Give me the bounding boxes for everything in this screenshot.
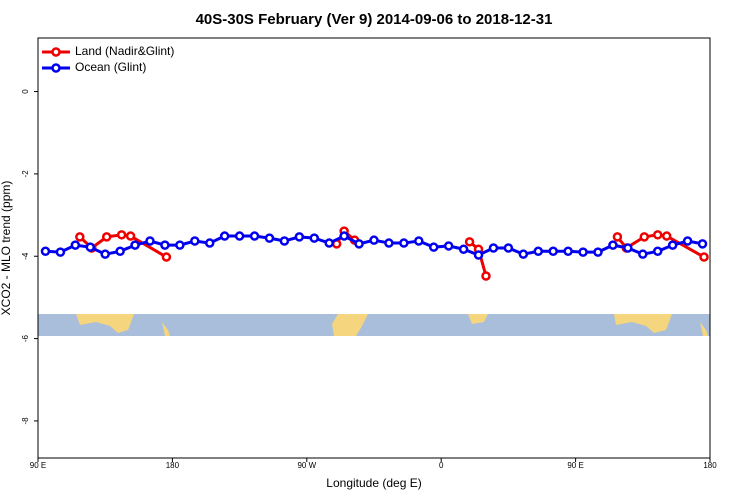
y-tick-label: 0 xyxy=(21,89,30,94)
data-point xyxy=(249,231,260,241)
data-point xyxy=(458,244,469,254)
y-tick-label: -2 xyxy=(21,170,30,178)
data-point xyxy=(563,246,573,257)
data-point xyxy=(190,236,200,246)
data-point xyxy=(414,236,424,246)
plot-frame xyxy=(37,37,711,459)
data-point xyxy=(204,238,215,248)
data-point xyxy=(100,249,110,259)
data-point xyxy=(533,246,544,257)
data-point xyxy=(161,252,172,262)
legend-label: Land (Nadir&Glint) xyxy=(75,44,174,58)
y-axis-label: XCO2 - MLO trend (ppm) xyxy=(0,181,13,316)
legend-label: Ocean (Glint) xyxy=(75,60,146,74)
data-point xyxy=(464,237,475,247)
data-point xyxy=(399,238,409,248)
x-tick-label: 90 E xyxy=(30,461,46,470)
data-point xyxy=(145,236,155,246)
series-line xyxy=(78,228,705,277)
data-point xyxy=(234,231,245,241)
data-point xyxy=(481,271,491,281)
data-point xyxy=(369,235,379,245)
map-band xyxy=(38,314,710,336)
legend-marker xyxy=(51,63,61,73)
data-point xyxy=(324,238,334,248)
data-point xyxy=(608,240,618,250)
data-point xyxy=(70,240,81,250)
y-tick-label: -4 xyxy=(21,252,30,260)
legend-marker xyxy=(51,47,61,57)
x-tick-label: 180 xyxy=(703,461,717,470)
data-point xyxy=(652,246,663,257)
x-tick-label: 90 E xyxy=(567,461,583,470)
x-tick-label: 0 xyxy=(439,461,444,470)
data-point xyxy=(682,236,693,246)
map-land xyxy=(162,322,170,336)
data-point xyxy=(309,233,320,243)
data-point xyxy=(612,232,623,242)
data-point xyxy=(354,239,364,249)
data-point xyxy=(488,243,499,253)
data-point xyxy=(175,240,185,250)
data-point xyxy=(75,232,85,242)
data-point xyxy=(638,249,648,259)
data-point xyxy=(130,240,140,250)
y-tick-label: -8 xyxy=(21,417,30,425)
data-point xyxy=(160,240,170,250)
data-point xyxy=(593,247,603,257)
data-point xyxy=(697,239,708,249)
data-point xyxy=(85,242,96,252)
data-point xyxy=(339,231,349,241)
data-point xyxy=(667,240,678,250)
data-point xyxy=(116,230,127,240)
x-axis-label: Longitude (deg E) xyxy=(326,476,421,490)
map-land xyxy=(700,322,708,336)
data-point xyxy=(443,241,454,251)
data-point xyxy=(40,246,51,257)
data-point xyxy=(294,232,305,242)
data-point xyxy=(264,233,275,243)
data-point xyxy=(115,246,125,257)
map-land xyxy=(468,314,488,324)
map-ocean xyxy=(38,314,710,336)
map-land xyxy=(332,314,368,336)
data-point xyxy=(503,243,514,253)
data-point xyxy=(699,252,709,262)
map-land xyxy=(76,314,134,333)
data-point xyxy=(125,231,136,241)
data-point xyxy=(518,249,529,259)
data-point xyxy=(55,247,66,257)
data-point xyxy=(548,246,558,257)
data-point xyxy=(428,242,439,252)
chart-title: 40S-30S February (Ver 9) 2014-09-06 to 2… xyxy=(196,11,553,28)
data-point xyxy=(623,243,633,253)
x-tick-label: 180 xyxy=(166,461,180,470)
data-point xyxy=(652,230,663,240)
x-tick-label: 90 W xyxy=(297,461,316,470)
data-point xyxy=(219,231,230,241)
y-tick-label: -6 xyxy=(21,334,30,342)
data-point xyxy=(384,238,394,248)
data-point xyxy=(473,250,484,260)
data-point xyxy=(661,231,672,241)
map-land xyxy=(614,314,672,333)
data-point xyxy=(101,232,112,242)
data-point xyxy=(639,232,650,242)
data-point xyxy=(279,236,290,246)
data-point xyxy=(578,247,588,257)
